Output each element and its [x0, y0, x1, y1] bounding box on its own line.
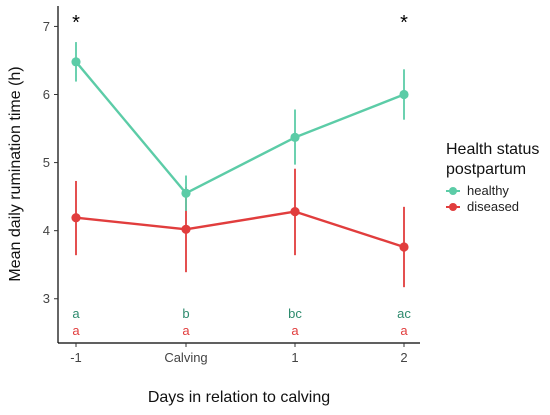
x-tick-label: Calving [164, 350, 207, 365]
series-line-healthy [75, 61, 405, 195]
legend: Health status postpartum healthy disease… [446, 141, 539, 214]
data-point-healthy [399, 89, 409, 100]
data-point-healthy [290, 132, 300, 142]
x-tick-label: -1 [70, 350, 82, 365]
y-tick-label: 7 [43, 19, 50, 34]
legend-label-diseased: diseased [467, 199, 519, 214]
data-point-healthy [181, 188, 191, 198]
group-letter-healthy: a [72, 306, 80, 321]
data-point-diseased [181, 224, 191, 234]
group-letter-diseased: a [182, 323, 190, 338]
y-tick-label: 6 [43, 87, 50, 102]
legend-title-line-1: Health status [446, 141, 539, 158]
data-point-diseased [399, 242, 409, 252]
data-point-diseased [71, 213, 81, 223]
significance-star: * [400, 12, 408, 34]
legend-key-point-healthy [449, 187, 457, 195]
marks-layer: a b bc aca a a a* * [71, 12, 411, 338]
axes-layer: 3 4 5 6 7 -1 Calving 1 2 [43, 6, 420, 365]
group-letter-diseased: a [291, 323, 299, 338]
y-axis-title: Mean daily rumination time (h) [7, 66, 24, 281]
y-tick-label: 3 [43, 291, 50, 306]
legend-item-diseased: diseased [446, 199, 519, 214]
y-tick-label: 5 [43, 155, 50, 170]
x-axis-title: Days in relation to calving [148, 389, 330, 406]
legend-label-healthy: healthy [467, 183, 509, 198]
legend-item-healthy: healthy [446, 183, 509, 198]
group-letter-healthy: ac [397, 306, 411, 321]
significance-star: * [72, 12, 80, 34]
group-letter-diseased: a [72, 323, 80, 338]
group-letter-healthy: b [182, 306, 189, 321]
y-tick-label: 4 [43, 223, 50, 238]
x-tick-label: 1 [291, 350, 298, 365]
legend-title-line-2: postpartum [446, 161, 526, 178]
data-point-healthy [71, 57, 81, 67]
group-letter-diseased: a [400, 323, 408, 338]
group-letter-healthy: bc [288, 306, 302, 321]
x-tick-label: 2 [400, 350, 407, 365]
series-line-diseased [75, 210, 405, 249]
data-point-diseased [290, 207, 300, 217]
legend-key-point-diseased [449, 203, 457, 211]
